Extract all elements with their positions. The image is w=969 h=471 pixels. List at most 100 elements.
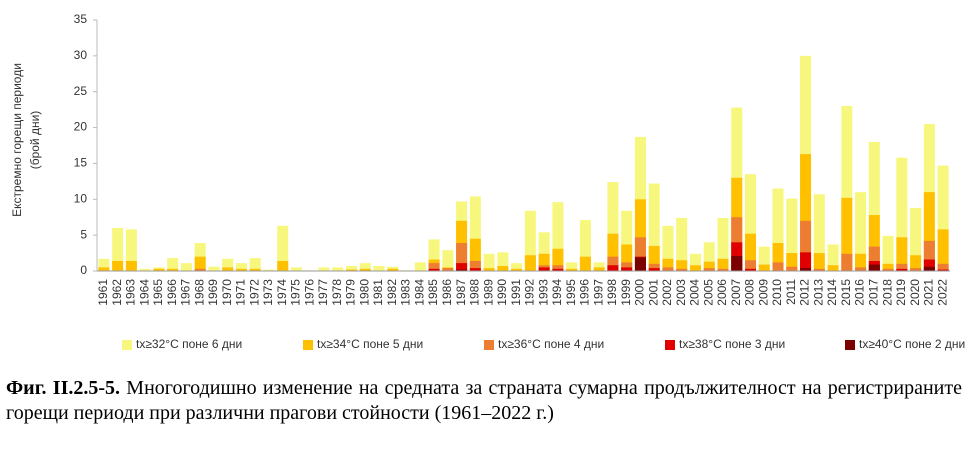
bar (566, 268, 578, 271)
bar (827, 265, 839, 271)
x-tick-label: 2006 (715, 279, 729, 306)
bar (524, 210, 536, 271)
bar (882, 235, 894, 271)
x-tick-label: 2021 (922, 279, 936, 306)
bar (263, 269, 275, 271)
bar (882, 268, 894, 271)
bar (896, 268, 908, 271)
bar (456, 269, 468, 271)
x-tick-label: 1969 (206, 279, 220, 306)
bar (621, 244, 633, 271)
bar (896, 237, 908, 271)
x-tick-label: 1976 (302, 279, 316, 306)
bar (648, 245, 660, 271)
bar (896, 263, 908, 271)
x-tick-label: 2001 (646, 279, 660, 306)
bar (579, 220, 591, 271)
bar (910, 268, 922, 271)
x-tick-label: 1999 (619, 279, 633, 306)
y-tick-label: 20 (74, 120, 88, 134)
bar (497, 265, 509, 271)
bar (689, 253, 701, 271)
bar (758, 246, 770, 271)
bar (882, 263, 894, 271)
x-tick-label: 1985 (426, 279, 440, 306)
bar (180, 263, 192, 271)
bar (841, 197, 853, 271)
bar (786, 253, 798, 271)
x-tick-label: 1992 (523, 279, 537, 306)
bar (786, 198, 798, 271)
bar (841, 253, 853, 271)
x-tick-label: 2016 (853, 279, 867, 306)
legend-swatch (665, 340, 675, 350)
bar (731, 255, 743, 271)
bar (194, 268, 206, 271)
bar (827, 244, 839, 271)
bar (772, 243, 784, 271)
bar (524, 255, 536, 271)
bar (222, 267, 234, 271)
bar (676, 217, 688, 271)
bar (800, 220, 812, 271)
bar (538, 267, 550, 271)
bar (98, 267, 110, 271)
x-tick-label: 1967 (179, 279, 193, 306)
bar (813, 253, 825, 271)
x-tick-label: 1970 (220, 279, 234, 306)
bar (937, 165, 949, 271)
bar (125, 260, 137, 271)
bar (552, 265, 564, 271)
legend-swatch (845, 340, 855, 350)
bar (373, 265, 385, 271)
bar (456, 243, 468, 271)
bar (758, 264, 770, 271)
bar (607, 182, 619, 271)
x-tick-label: 1974 (275, 279, 289, 306)
bar (469, 260, 481, 271)
bar (249, 258, 261, 271)
bar (703, 261, 715, 271)
bar (937, 269, 949, 271)
bar (800, 154, 812, 271)
x-tick-label: 1962 (110, 279, 124, 306)
bar (552, 268, 564, 271)
bar (98, 258, 110, 271)
bar (621, 210, 633, 271)
bar (772, 262, 784, 271)
caption-text: Многогодишно изменение на средната за ст… (6, 377, 962, 424)
x-tick-label: 1978 (330, 279, 344, 306)
bar (717, 217, 729, 271)
bar (497, 252, 509, 271)
x-tick-label: 2019 (894, 279, 908, 306)
x-tick-label: 1983 (399, 279, 413, 306)
bar (772, 188, 784, 271)
legend-label: tx≥40°C поне 2 дни (859, 337, 965, 351)
x-tick-label: 1975 (289, 279, 303, 306)
bar (469, 268, 481, 271)
x-tick-label: 1982 (385, 279, 399, 306)
y-tick-label: 35 (74, 12, 88, 26)
x-tick-label: 2014 (825, 279, 839, 306)
bar (442, 268, 454, 271)
legend-label: tx≥34°C поне 5 дни (317, 337, 423, 351)
x-tick-label: 1972 (247, 279, 261, 306)
bar (194, 256, 206, 271)
bar (552, 248, 564, 271)
bar (745, 174, 757, 271)
x-tick-label: 1968 (192, 279, 206, 306)
bar (469, 196, 481, 271)
x-tick-label: 1980 (357, 279, 371, 306)
bar (745, 268, 757, 271)
bar (923, 192, 935, 271)
bar (346, 269, 358, 271)
x-tick-label: 1963 (124, 279, 138, 306)
bar (277, 225, 289, 271)
bar (208, 266, 220, 271)
x-tick-label: 1989 (481, 279, 495, 306)
bar (359, 263, 371, 271)
bar (662, 258, 674, 271)
bar (483, 268, 495, 271)
y-tick-label: 0 (80, 263, 87, 277)
bar (511, 263, 523, 271)
